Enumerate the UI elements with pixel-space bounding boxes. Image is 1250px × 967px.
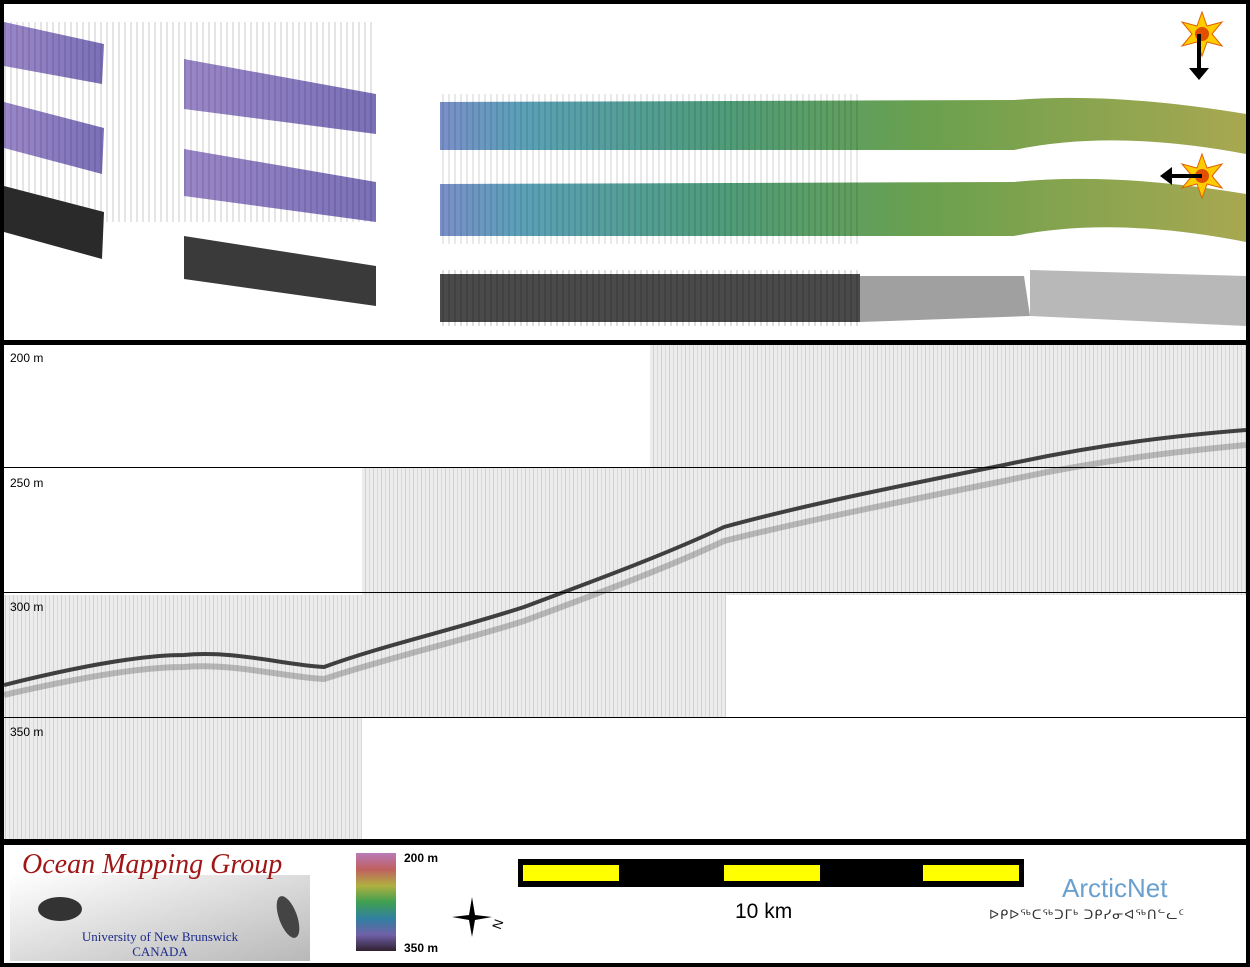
swath-strip-bathymetry: [440, 94, 1246, 244]
colorbar-bottom-label: 350 m: [404, 941, 439, 955]
depth-colorbar: [356, 853, 396, 951]
arcticnet-logo: ArcticNet: [1062, 873, 1168, 903]
ogm-line1: University of New Brunswick: [81, 929, 239, 944]
footer-panel: Ocean Mapping Group University of New Br…: [4, 845, 1246, 963]
swath-map-panel: [4, 4, 1246, 340]
sun-marker-icon: [1180, 10, 1224, 80]
north-arrow-icon: N: [452, 897, 506, 937]
swath-map: [4, 10, 1246, 326]
ocean-mapping-group-logo: Ocean Mapping Group University of New Br…: [10, 845, 310, 961]
swath-strip-backscatter: [440, 270, 1246, 326]
ogm-title: Ocean Mapping Group: [22, 849, 283, 880]
colorbar-top-label: 200 m: [404, 851, 439, 865]
ogm-line2: CANADA: [132, 944, 188, 959]
subbottom-profile-panel: 200 m 250 m 300 m 350 m: [4, 345, 1246, 839]
depth-label-250: 250 m: [10, 476, 44, 490]
scale-bar-label: 10 km: [735, 900, 793, 923]
swath-strip-left-color: [4, 22, 376, 222]
compass-label: N: [489, 917, 506, 931]
arcticnet-syllabics: ᐅᑭᐅᖅᑕᖅᑐᒥᒃ ᑐᑭᓯᓂᐊᖅᑎᓪᓚᑦ: [989, 907, 1186, 922]
depth-label-300: 300 m: [10, 600, 44, 614]
scale-bar: [518, 859, 1024, 887]
depth-label-350: 350 m: [10, 725, 44, 739]
ogm-seafloor-image: [10, 875, 310, 961]
swath-strip-left-backscatter: [4, 186, 376, 306]
sun-marker-icon: [1160, 152, 1224, 200]
depth-label-200: 200 m: [10, 351, 44, 365]
